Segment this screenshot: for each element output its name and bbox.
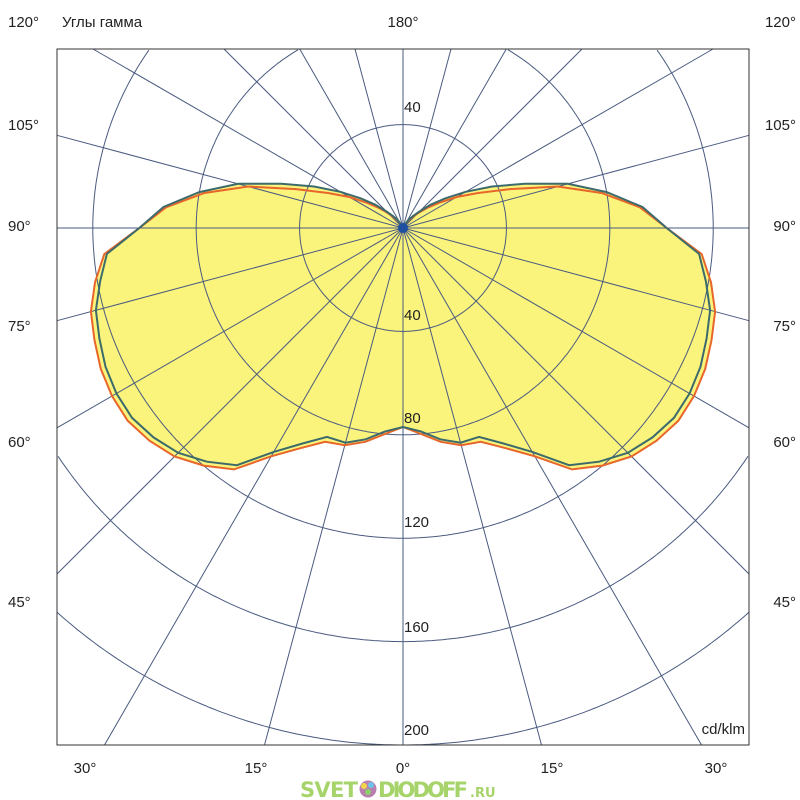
angle-label-right: 90°: [773, 218, 796, 235]
angle-label-right: 120°: [765, 14, 796, 31]
grid-ray: [402, 227, 750, 322]
svg-text:DIODOFF: DIODOFF: [378, 778, 468, 800]
svg-text:SVET: SVET: [300, 778, 359, 800]
radial-tick-label: 40: [404, 307, 421, 324]
angle-label-bottom: 30°: [74, 760, 97, 777]
grid-ray: [402, 227, 750, 575]
angle-label-right: 60°: [773, 434, 796, 451]
grid-ray: [56, 227, 404, 429]
angle-label-left: 45°: [8, 594, 31, 611]
angle-label-left: 90°: [8, 218, 31, 235]
grid-ray: [402, 227, 750, 429]
radial-tick-label: 200: [404, 722, 429, 739]
angle-label-right: 45°: [773, 594, 796, 611]
angle-label-bottom: 0°: [396, 760, 410, 777]
grid-ray: [56, 134, 404, 229]
axis-labels: 40 40 80 120 160 200 120° 105° 90° 75° 60° 45° 120° 1…: [8, 14, 796, 777]
grid-ray: [402, 48, 452, 229]
center-dot: [398, 223, 408, 233]
grid-circle: [92, 49, 714, 539]
radial-tick-label: 120: [404, 514, 429, 531]
angle-label-left: 60°: [8, 434, 31, 451]
grid-ray: [402, 48, 507, 229]
grid-ray: [104, 227, 404, 746]
radial-tick-label: 80: [404, 410, 421, 427]
unit-label: cd/klm: [702, 721, 745, 738]
top-angle-label: 180°: [387, 14, 418, 31]
logo: SVET DIODOFF .RU: [300, 778, 496, 800]
angle-label-bottom: 15°: [245, 760, 268, 777]
grid-ray: [264, 227, 404, 746]
grid-ray: [223, 48, 404, 229]
grid-ray: [402, 134, 750, 229]
angle-label-left: 120°: [8, 14, 39, 31]
angle-label-left: 105°: [8, 117, 39, 134]
angle-label-bottom: 15°: [541, 760, 564, 777]
grid-ray: [56, 227, 404, 575]
radial-tick-label: 160: [404, 619, 429, 636]
grid-ray: [402, 227, 542, 746]
grid-ray: [402, 227, 702, 746]
grid-ray: [56, 227, 404, 322]
polar-grid: [56, 48, 750, 746]
plot-frame: [56, 48, 750, 746]
grid-ray: [354, 48, 404, 229]
angle-label-left: 75°: [8, 318, 31, 335]
radial-tick-label: 40: [404, 99, 421, 116]
grid-ray: [299, 48, 404, 229]
svg-text:.RU: .RU: [470, 786, 496, 800]
angle-label-bottom: 30°: [705, 760, 728, 777]
angle-label-right: 105°: [765, 117, 796, 134]
angle-label-right: 75°: [773, 318, 796, 335]
chart-title: Углы гамма: [62, 14, 143, 31]
grid-ray: [402, 48, 583, 229]
